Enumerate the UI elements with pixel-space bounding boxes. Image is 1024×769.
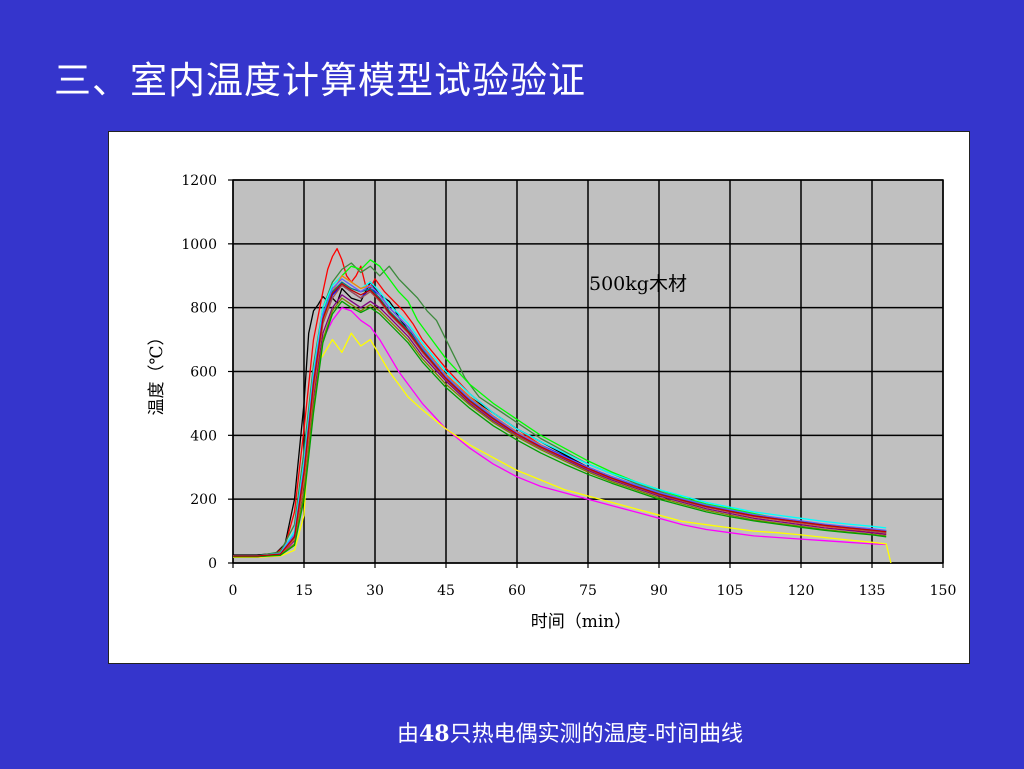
y-tick-label: 200 [190,492,217,508]
series-line-12 [233,297,887,558]
series-line-15 [233,300,887,558]
x-tick-label: 60 [508,583,526,599]
x-tick-label: 15 [295,583,313,599]
annotation-label: 500kg木材 [589,273,687,295]
grid-lines [232,179,944,564]
axis-ticks: 0 15 30 45 60 75 90 105 120 135 150 0 200 400 600 800 10… [181,173,956,599]
y-tick-label: 400 [190,428,217,444]
caption-text: 只热电偶实测的温度-时间曲线 [449,722,744,747]
caption-number: 48 [418,721,450,747]
x-axis-label: 时间（min） [531,612,632,632]
chart-caption: 由48只热电偶实测的温度-时间曲线 [0,716,1024,748]
slide-title: 三、室内温度计算模型试验验证 [54,59,586,102]
y-axis-label: 温度（℃） [147,328,167,415]
y-tick-label: 1200 [181,173,217,189]
caption-prefix: 由 [396,722,419,747]
y-tick-label: 800 [190,301,217,317]
x-tick-label: 120 [788,583,815,599]
x-tick-label: 135 [859,583,886,599]
x-tick-label: 45 [437,583,455,599]
y-tick-label: 1000 [181,237,217,253]
x-tick-label: 90 [650,583,668,599]
series-lines [232,247,892,564]
series-line-9 [233,294,887,558]
chart-panel: 0 15 30 45 60 75 90 105 120 135 150 0 200 400 600 800 10… [108,131,970,664]
series-line-8 [233,275,887,557]
x-tick-label: 30 [366,583,384,599]
series-line-14 [233,278,887,557]
series-line-16 [233,283,887,557]
y-tick-label: 600 [190,365,217,381]
y-tick-label: 0 [208,556,217,572]
x-tick-label: 75 [579,583,597,599]
x-tick-label: 105 [717,583,744,599]
x-tick-label: 150 [930,583,957,599]
x-tick-label: 0 [229,583,238,599]
